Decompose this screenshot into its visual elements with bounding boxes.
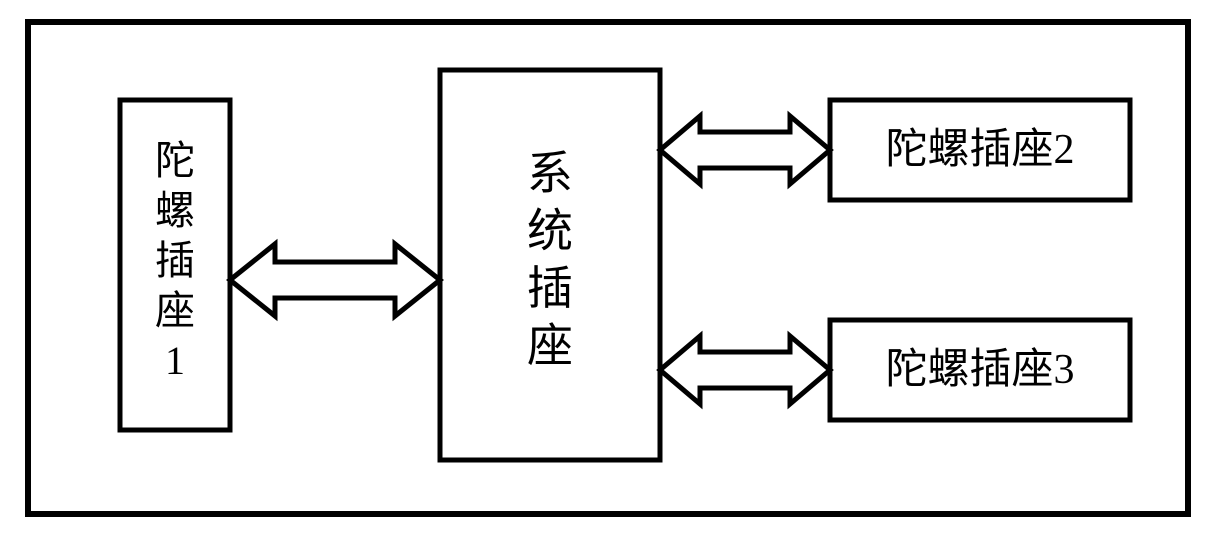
box-socket1: 陀螺插座1 [120,100,230,430]
box-socket3-label: 陀螺插座3 [885,346,1074,393]
box-system: 系统插座 [440,70,660,460]
box-socket2-label: 陀螺插座2 [885,126,1074,173]
box-socket2: 陀螺插座2 [830,100,1130,200]
box-socket3: 陀螺插座3 [830,320,1130,420]
